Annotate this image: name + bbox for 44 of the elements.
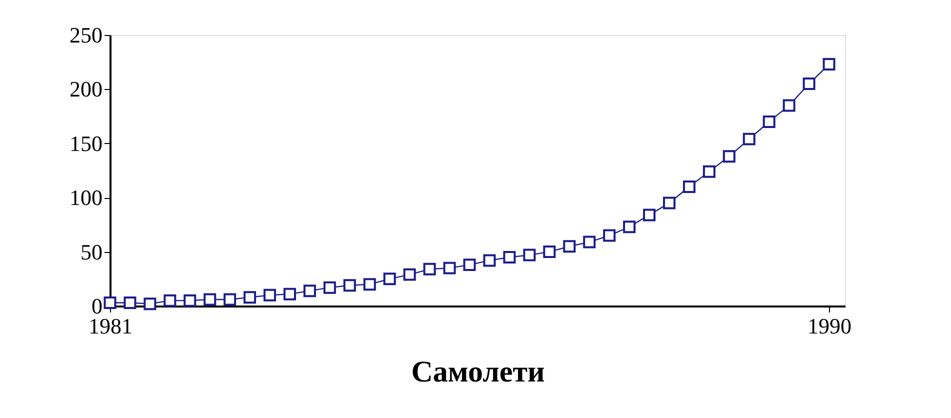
point <box>543 246 556 258</box>
point <box>742 132 756 146</box>
point <box>184 294 196 307</box>
point <box>682 180 696 194</box>
y-tick-label: 50 <box>80 239 102 264</box>
point <box>463 258 476 272</box>
y-tick-label: 250 <box>70 22 102 48</box>
x-axis-title: Самолети <box>411 356 545 388</box>
point <box>603 229 616 242</box>
point <box>104 296 116 309</box>
point <box>523 248 536 262</box>
point <box>303 284 316 298</box>
point <box>363 278 376 291</box>
point <box>483 254 496 267</box>
point <box>443 262 456 274</box>
point <box>423 262 436 276</box>
point <box>782 99 796 112</box>
point <box>264 288 276 302</box>
point <box>383 272 396 286</box>
y-tick-label: 150 <box>70 130 102 156</box>
point <box>802 78 816 90</box>
point <box>623 220 636 234</box>
y-tick-label: 200 <box>70 76 102 102</box>
point <box>822 58 836 71</box>
y-tick-label: 100 <box>70 185 102 210</box>
point <box>583 236 596 248</box>
point <box>284 288 296 300</box>
point <box>722 150 736 163</box>
point <box>164 294 176 307</box>
point <box>643 208 656 222</box>
point <box>343 279 356 292</box>
point <box>662 196 676 210</box>
point <box>563 240 576 253</box>
point <box>702 165 716 178</box>
point <box>144 298 156 310</box>
point <box>124 296 136 309</box>
point <box>503 250 516 264</box>
x-tick-label: 1990 <box>808 314 852 338</box>
point <box>323 281 336 294</box>
point <box>762 115 776 128</box>
point <box>224 293 236 306</box>
point <box>244 291 256 304</box>
point <box>403 268 416 281</box>
point <box>204 293 216 306</box>
